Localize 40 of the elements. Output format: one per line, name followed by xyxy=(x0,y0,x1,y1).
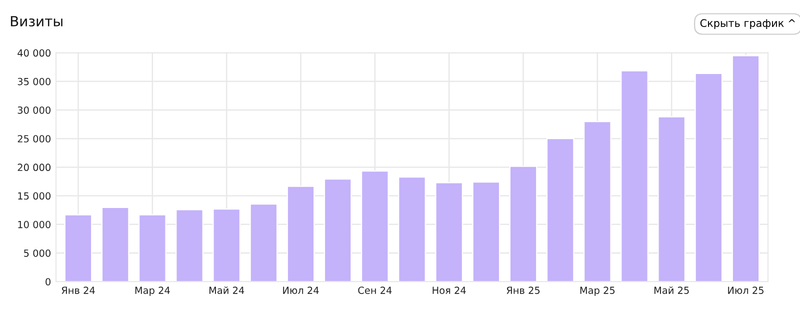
bar xyxy=(472,181,500,282)
x-tick-label: Сен 24 xyxy=(358,286,392,294)
bar xyxy=(509,166,538,282)
y-tick-label: 15 000 xyxy=(18,192,50,200)
bar xyxy=(101,206,130,282)
y-tick-label: 40 000 xyxy=(18,49,50,57)
x-tick-label: Июл 24 xyxy=(283,286,319,294)
text: Скрыть график ^ xyxy=(700,19,796,30)
bar xyxy=(584,121,612,282)
y-tick-label: 0 xyxy=(46,278,50,286)
bar xyxy=(324,178,352,282)
x-tick-label: Янв 25 xyxy=(506,286,540,294)
bar xyxy=(64,214,92,282)
bar xyxy=(694,72,723,282)
x-tick-label: Янв 24 xyxy=(62,286,95,294)
bar xyxy=(286,186,315,282)
bar xyxy=(546,138,574,282)
y-tick-label: 10 000 xyxy=(18,220,50,228)
x-tick-label: Ноя 24 xyxy=(432,286,466,294)
bar xyxy=(732,55,760,282)
y-tick-label: 25 000 xyxy=(18,135,50,142)
x-tick-label: Май 24 xyxy=(209,286,244,294)
bar xyxy=(435,182,463,282)
bar xyxy=(620,70,648,282)
x-tick-label: Май 25 xyxy=(654,286,689,294)
bar xyxy=(138,214,166,282)
x-tick-label: Мар 24 xyxy=(135,286,170,296)
bar xyxy=(250,204,278,282)
bar xyxy=(658,116,686,282)
bar xyxy=(176,209,204,282)
x-tick-label: Июл 25 xyxy=(728,286,764,294)
bar xyxy=(361,170,389,282)
x-tick-label: Мар 25 xyxy=(580,286,615,296)
bar xyxy=(398,176,426,282)
chart-title: Визиты xyxy=(10,16,62,26)
y-tick-label: 30 000 xyxy=(18,106,50,114)
y-tick-label: 35 000 xyxy=(18,78,50,86)
bar xyxy=(212,208,240,282)
y-tick-label: 20 000 xyxy=(18,164,50,172)
y-tick-label: 5 000 xyxy=(24,249,50,257)
